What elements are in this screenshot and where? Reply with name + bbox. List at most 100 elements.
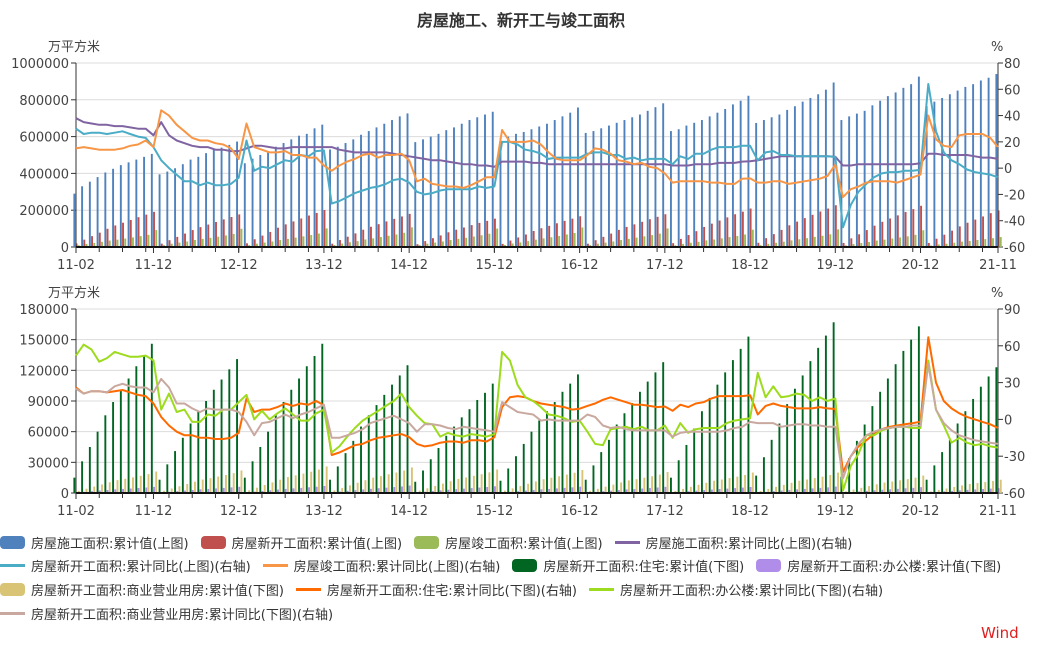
bar-res xyxy=(948,439,951,493)
bar-completion xyxy=(968,240,971,247)
bar-res xyxy=(305,366,308,493)
bar-newstart xyxy=(184,233,186,247)
legend-item-commercial-yoy[interactable]: 房屋新开工面积:商业营业用房:累计同比(下图)(右轴) xyxy=(0,604,333,623)
bar-res xyxy=(871,406,874,493)
legend-item-office-yoy[interactable]: 房屋新开工面积:办公楼:累计同比(下图)(右轴) xyxy=(588,580,883,599)
bar-completion xyxy=(209,237,212,247)
bar-office xyxy=(277,489,279,493)
bar-completion xyxy=(194,240,196,247)
bar-construction xyxy=(793,106,796,248)
bar-comm xyxy=(604,486,607,493)
bar-res xyxy=(964,411,967,493)
bar-res xyxy=(693,428,696,493)
legend-item-office[interactable]: 房屋新开工面积:办公楼:累计值(下图) xyxy=(756,556,1001,575)
legend-item-newstart[interactable]: 房屋新开工面积:累计值(上图) xyxy=(200,533,403,552)
bar-res xyxy=(561,391,564,493)
bar-res xyxy=(592,465,595,493)
bar-office xyxy=(617,490,620,493)
bar-newstart xyxy=(703,226,706,247)
bar-office xyxy=(555,488,558,493)
legend-item-residential[interactable]: 房屋新开工面积:住宅:累计值(下图) xyxy=(512,556,744,575)
bar-res xyxy=(212,389,215,493)
bar-res xyxy=(391,384,393,493)
bar-completion xyxy=(225,235,227,247)
bar-comm xyxy=(186,484,189,493)
legend-item-newstart-yoy[interactable]: 房屋新开工面积:累计同比(上图)(右轴) xyxy=(0,556,251,575)
bar-construction xyxy=(81,186,84,247)
bar-comm xyxy=(488,472,491,493)
bar-completion xyxy=(155,230,158,247)
bar-completion xyxy=(751,229,754,247)
bar-office xyxy=(718,489,721,493)
bar-newstart xyxy=(966,222,969,247)
legend-item-construction[interactable]: 房屋施工面积:累计值(上图) xyxy=(0,533,189,552)
bar-office xyxy=(641,488,644,493)
bar-completion xyxy=(511,243,514,247)
legend-item-commercial[interactable]: 房屋新开工面积:商业营业用房:累计值(下图) xyxy=(0,580,284,599)
bar-newstart xyxy=(633,224,636,247)
bar-completion xyxy=(449,240,452,247)
bar-completion xyxy=(821,235,824,247)
bar-office xyxy=(710,489,713,493)
bar-res xyxy=(321,343,324,493)
bar-construction xyxy=(848,116,851,247)
right-axis-unit: % xyxy=(991,286,1003,301)
bar-completion xyxy=(240,228,243,247)
legend-swatch xyxy=(0,582,25,596)
bar-newstart xyxy=(439,235,442,247)
bar-comm xyxy=(348,485,351,493)
bar-newstart xyxy=(718,220,721,247)
bar-newstart xyxy=(447,232,450,247)
bar-comm xyxy=(101,484,103,493)
bar-office xyxy=(579,486,582,493)
bar-office xyxy=(974,489,977,493)
bar-res xyxy=(553,402,556,493)
bar-comm xyxy=(961,485,963,493)
bar-comm xyxy=(643,477,646,493)
bar-construction xyxy=(212,149,215,247)
legend-row: 房屋新开工面积:商业营业用房:累计值(下图) 房屋新开工面积:住宅:累计同比(下… xyxy=(0,579,895,599)
bar-res xyxy=(429,459,432,493)
bar-completion xyxy=(534,239,537,247)
bar-office xyxy=(292,488,295,493)
bar-res xyxy=(251,461,254,493)
line-newstart_yoy xyxy=(75,83,999,229)
bar-comm xyxy=(155,471,158,493)
bar-res xyxy=(972,398,975,493)
bar-office xyxy=(300,487,303,493)
x-tick-label: 13-12 xyxy=(305,258,343,273)
bar-completion xyxy=(132,237,134,247)
bar-newstart xyxy=(339,240,341,247)
bar-res xyxy=(383,394,386,493)
bar-completion xyxy=(775,242,778,247)
legend-item-residential-yoy[interactable]: 房屋新开工面积:住宅:累计同比(下图)(右轴) xyxy=(295,580,577,599)
legend-item-completion-yoy[interactable]: 房屋竣工面积:累计同比(上图)(右轴) xyxy=(262,556,501,575)
bar-comm xyxy=(736,476,739,493)
legend-item-construction-yoy[interactable]: 房屋施工面积:累计同比(上图)(右轴) xyxy=(614,533,852,552)
bar-office xyxy=(912,487,915,493)
bar-comm xyxy=(565,474,568,493)
bar-construction xyxy=(677,129,680,247)
legend-label: 房屋新开工面积:累计值(上图) xyxy=(231,536,403,552)
legend-label: 房屋竣工面积:累计同比(上图)(右轴) xyxy=(293,559,501,575)
bar-completion xyxy=(108,240,111,247)
bar-res xyxy=(700,411,703,493)
bar-res xyxy=(181,437,184,493)
bar-construction xyxy=(956,90,959,247)
legend-item-completion[interactable]: 房屋竣工面积:累计值(上图) xyxy=(414,533,603,552)
bar-comm xyxy=(744,475,747,493)
bar-newstart xyxy=(741,211,744,247)
bar-newstart xyxy=(625,226,628,247)
bar-res xyxy=(762,457,765,493)
bar-newstart xyxy=(710,223,713,247)
bar-construction xyxy=(119,165,122,247)
bar-office xyxy=(493,486,496,493)
bar-newstart xyxy=(153,211,155,247)
bar-office xyxy=(780,490,783,493)
bar-comm xyxy=(139,475,142,493)
bar-construction xyxy=(391,120,393,247)
bar-comm xyxy=(806,479,809,493)
bar-office xyxy=(284,488,287,493)
bar-comm xyxy=(279,479,282,493)
bar-comm xyxy=(93,486,96,493)
